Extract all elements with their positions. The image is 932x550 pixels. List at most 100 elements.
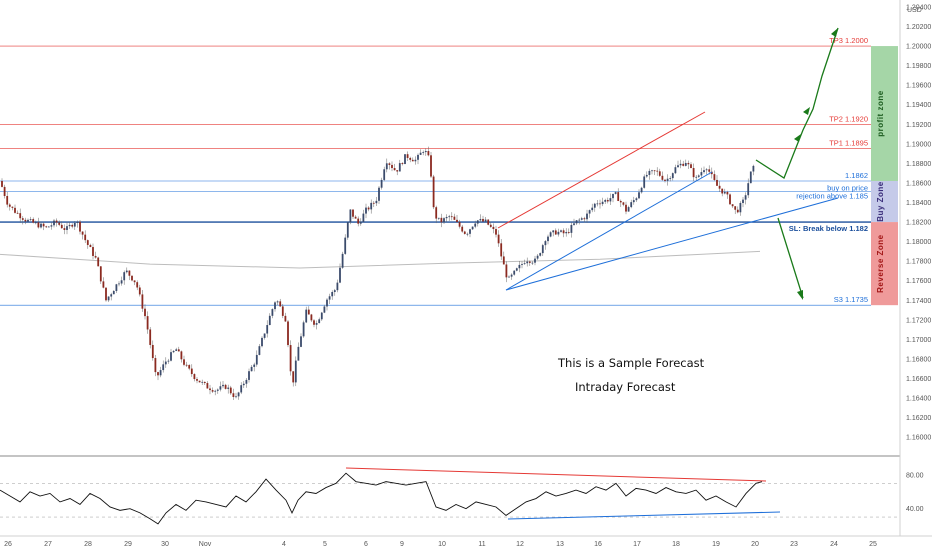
price-tick: 1.19400 [906,102,931,109]
candle [248,371,250,380]
candle [365,207,367,214]
candle [453,216,456,220]
candle [297,346,300,361]
candle [271,309,274,316]
candle [19,213,22,219]
candle [518,264,521,269]
candle [318,319,321,324]
candle [604,199,607,202]
forecast-note-1: This is a Sample Forecast [557,356,705,370]
candle [307,309,310,315]
candle [541,245,544,254]
candle [258,346,261,355]
candle [690,164,692,169]
candle [222,384,224,387]
candle [593,203,596,208]
main-pane [0,0,900,456]
price-tick: 1.20400 [906,4,931,11]
price-tick: 1.17000 [906,337,931,344]
candle [383,169,386,180]
candle [86,240,89,245]
time-tick: 4 [282,541,286,548]
candle [424,151,427,153]
candle [404,154,406,165]
time-tick: 12 [516,541,524,548]
candle [396,170,399,172]
candle [375,200,378,204]
oscillator-line[interactable] [0,472,763,525]
candle [68,224,71,227]
candle [133,280,136,283]
candle [372,202,375,204]
channel-lower-line[interactable] [505,171,713,291]
forecast-note-2: Intraday Forecast [575,380,676,394]
candle [302,322,305,337]
candle [294,360,297,383]
moving-average-layer [0,250,761,269]
candle [640,187,643,193]
candle [63,228,66,230]
candle [45,226,48,228]
levels-layer: TP3 1.2000 TP2 1.1920 TP1 1.1895 1.1862 buy … [0,36,871,306]
candle [398,163,401,172]
price-tick: 1.17400 [906,298,931,305]
zones-layer: profit zone Buy Zone Reverse Zone [871,46,898,306]
candle [120,280,123,284]
time-tick: 25 [869,541,877,548]
candle [14,207,16,213]
time-tick: 11 [478,541,485,548]
level-label-1: TP2 1.1920 [829,114,868,123]
indicator-resistance-line[interactable] [345,467,767,482]
indicator-support-line[interactable] [507,511,781,520]
candle [560,230,562,232]
candle [578,219,581,221]
candle [435,207,438,219]
candle [97,257,100,267]
candle [323,306,326,313]
candle [253,364,256,367]
candle [401,163,404,165]
arrow-head-down [797,290,803,300]
candle [471,226,474,230]
candle [55,220,58,223]
candle [21,218,24,220]
candle [749,171,752,184]
candle [539,253,542,256]
candle [3,186,6,196]
channel-upper-line[interactable] [497,111,706,229]
candle [450,216,453,218]
forecast-arrow-up[interactable] [755,27,839,179]
candle [723,191,726,194]
zone-label-0: profit zone [876,90,885,136]
candle [562,230,565,234]
time-tick: 13 [556,541,564,548]
candle [656,170,659,172]
candle [669,178,672,179]
candle [445,216,448,219]
candle [339,267,341,283]
candle [154,358,157,373]
time-tick: 30 [161,541,169,548]
candle [214,390,217,392]
candle [443,218,445,223]
candle [440,217,443,223]
candle [378,187,380,201]
candle [315,323,318,325]
candle [393,168,396,171]
price-tick: 1.17600 [906,278,931,285]
time-tick: 9 [400,541,404,548]
candle [289,345,292,372]
support-line[interactable] [505,197,839,291]
candle [687,162,690,165]
zone-label-2: Reverse Zone [876,234,885,293]
candle [716,179,718,186]
candle [94,255,97,258]
candle [739,203,742,213]
candle [136,282,139,288]
candle [695,176,698,178]
forecast-arrow-down[interactable] [777,217,804,299]
candle [50,225,53,227]
price-tick: 1.18600 [906,180,931,187]
candle [419,152,422,155]
